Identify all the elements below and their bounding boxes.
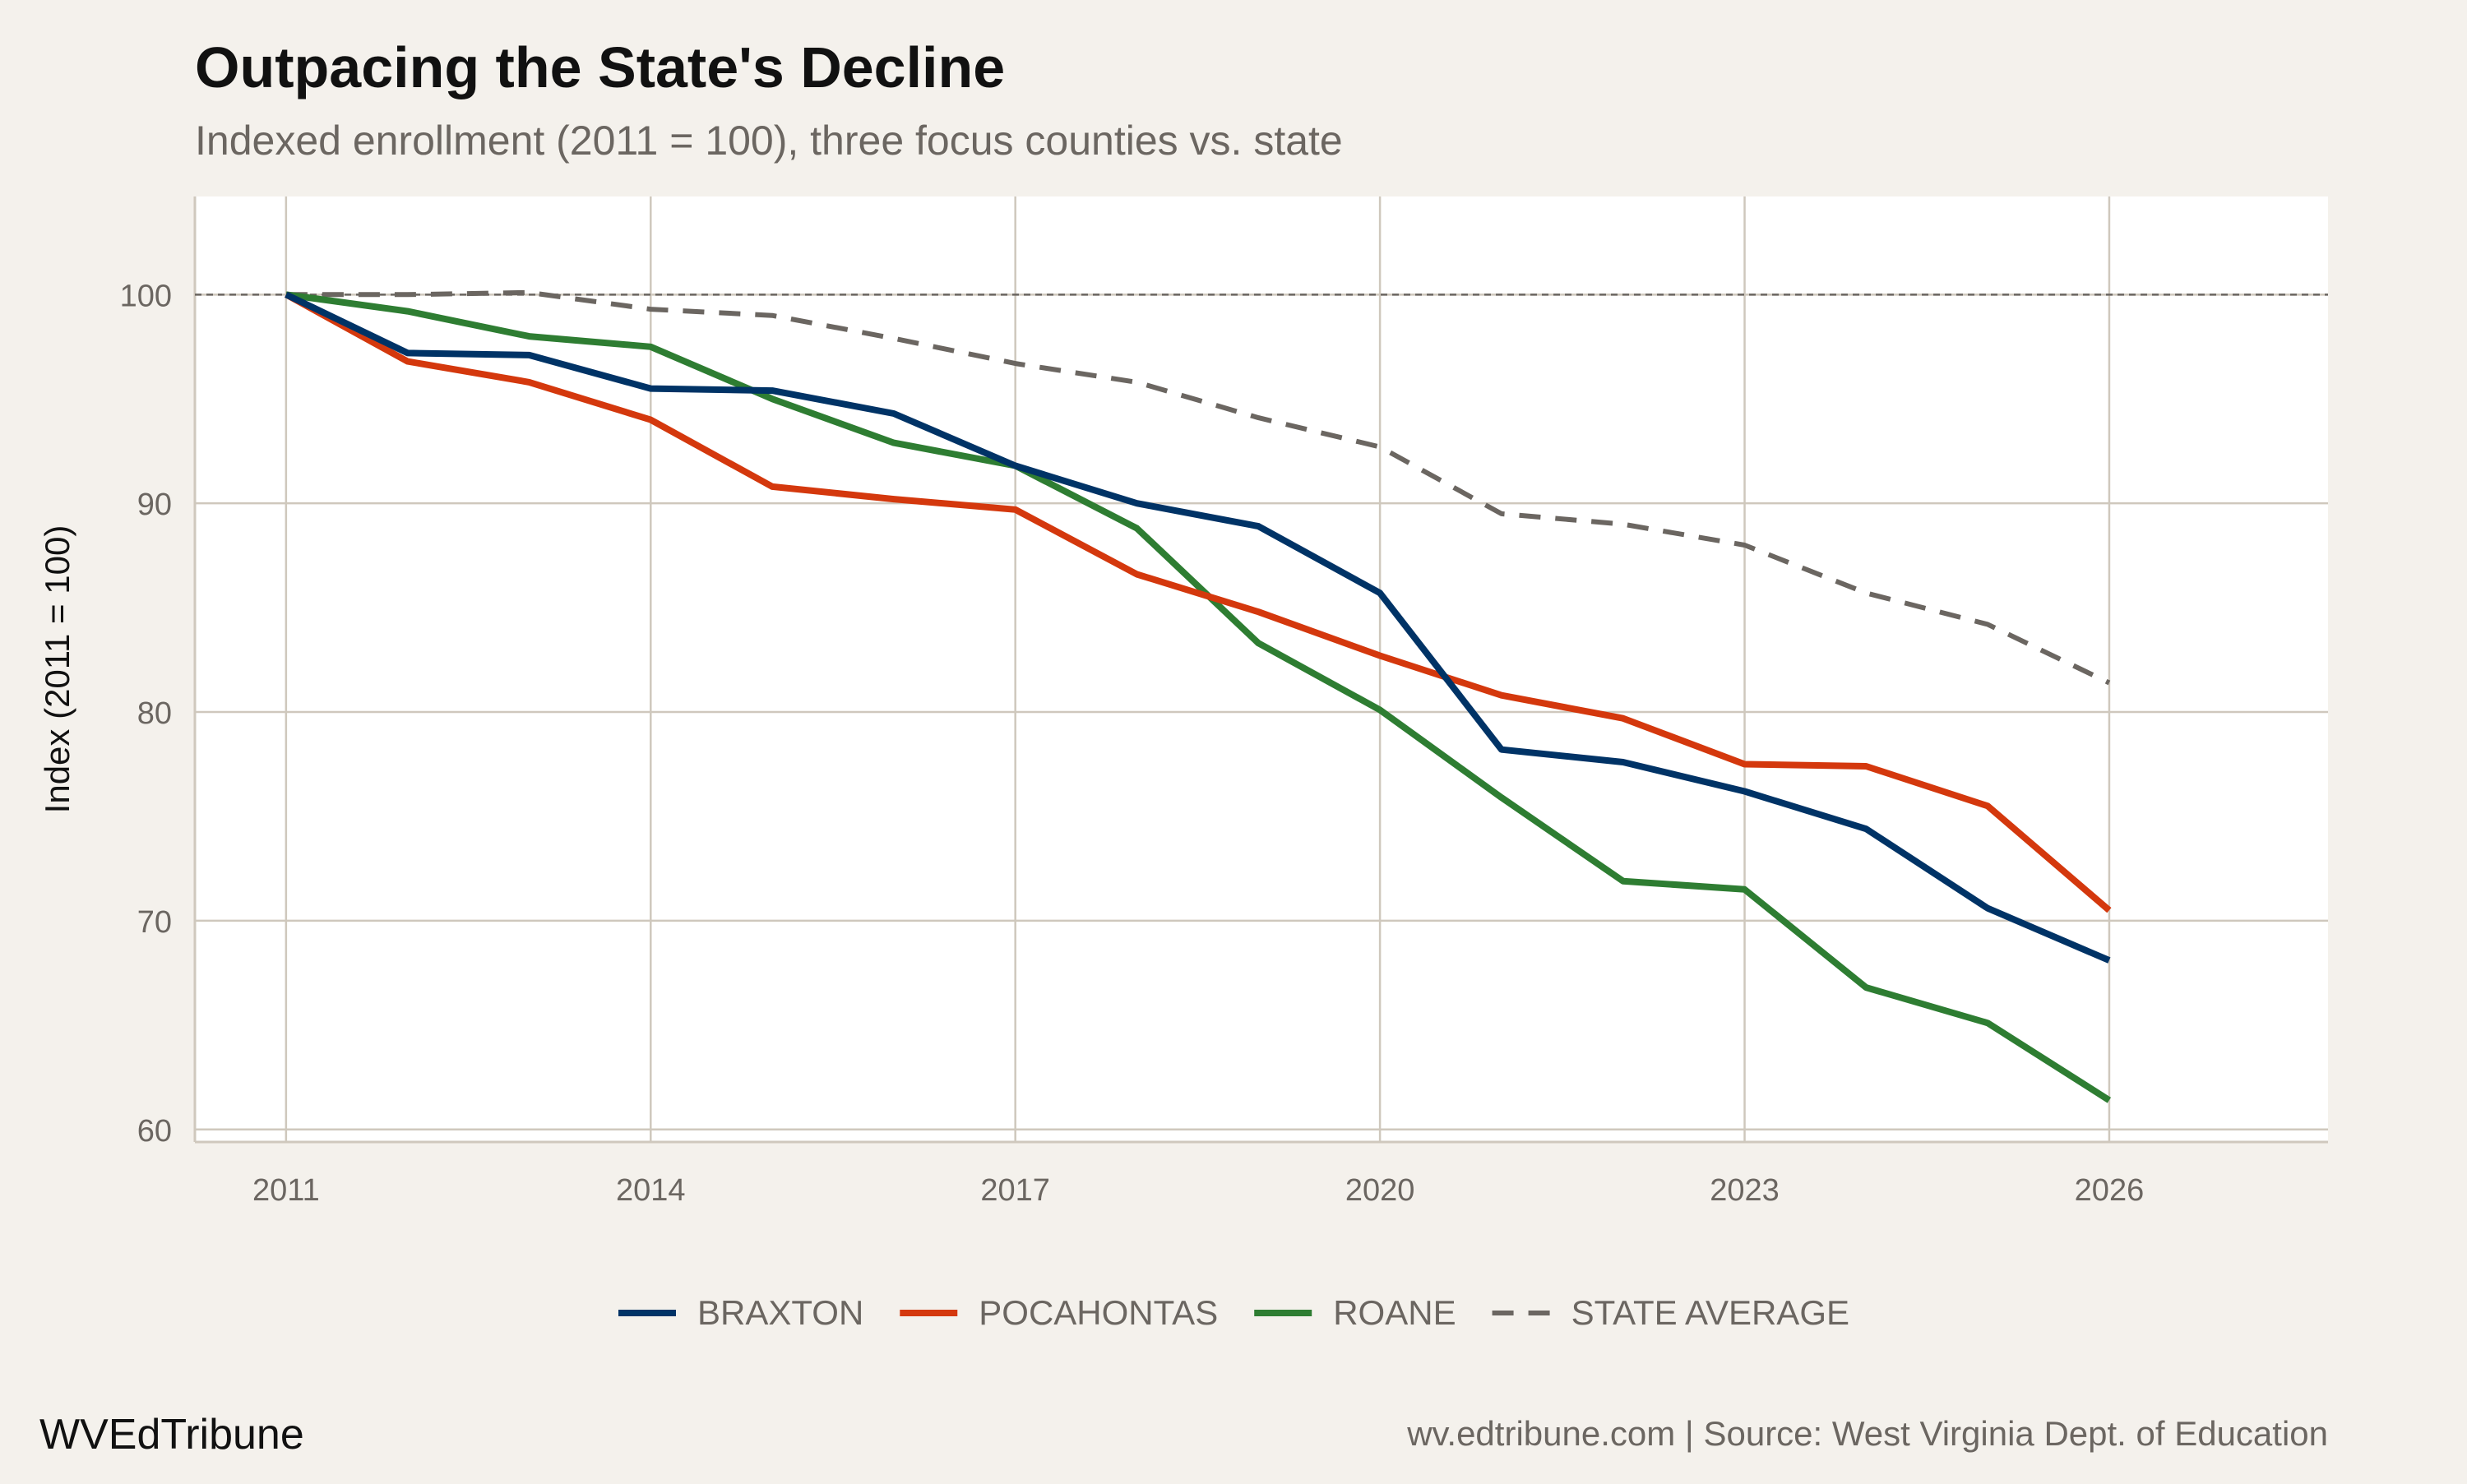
legend-item: STATE AVERAGE [1492, 1293, 1849, 1332]
chart-subtitle: Indexed enrollment (2011 = 100), three f… [195, 118, 1343, 164]
legend-item: POCAHONTAS [900, 1293, 1218, 1332]
x-tick-label: 2014 [616, 1173, 686, 1208]
y-tick-label: 60 [137, 1114, 172, 1149]
legend-item: BRAXTON [618, 1293, 863, 1332]
legend-label: BRAXTON [697, 1293, 863, 1332]
y-axis-label: Index (2011 = 100) [38, 525, 76, 814]
x-tick-label: 2026 [2075, 1173, 2145, 1208]
series-line-state-average [285, 289, 2111, 686]
chart-title: Outpacing the State's Decline [195, 35, 1005, 99]
legend: BRAXTON POCAHONTAS ROANE STATE AVERAGE [618, 1293, 1849, 1332]
y-tick-label: 100 [120, 279, 172, 313]
x-tick-label: 2020 [1345, 1173, 1415, 1208]
x-tick-label: 2023 [1710, 1173, 1780, 1208]
series-line-pocahontas [284, 291, 2112, 913]
y-tick-labels: 60 70 80 90 100 [120, 279, 172, 1148]
y-tick-label: 90 [137, 488, 172, 522]
plot-panel [195, 196, 2328, 1142]
brand-logo: WVEdTribune [39, 1411, 304, 1459]
y-tick-label: 70 [137, 905, 172, 940]
legend-label: ROANE [1333, 1293, 1456, 1332]
x-tick-labels: 2011 2014 2017 2020 2023 2026 [252, 1173, 2144, 1208]
legend-label: STATE AVERAGE [1571, 1293, 1849, 1332]
footer-source: wv.edtribune.com | Source: West Virginia… [1406, 1414, 2328, 1453]
series-line-roane [285, 291, 2112, 1103]
series-lines [284, 289, 2112, 1103]
legend-item: ROANE [1254, 1293, 1456, 1332]
x-tick-label: 2017 [980, 1173, 1050, 1208]
y-tick-label: 80 [137, 696, 172, 731]
x-tick-label: 2011 [252, 1173, 320, 1208]
series-line-braxton [285, 291, 2111, 964]
legend-label: POCAHONTAS [979, 1293, 1218, 1332]
